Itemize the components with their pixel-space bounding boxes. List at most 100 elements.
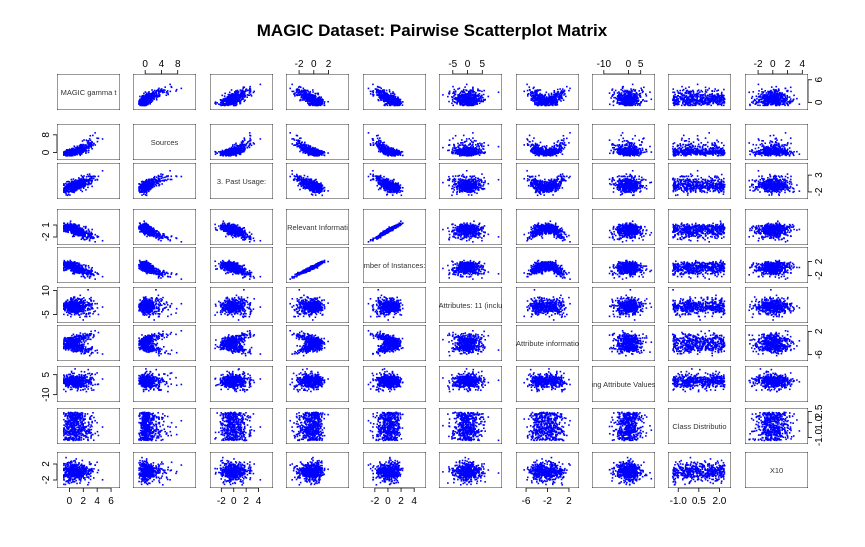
scatter-point: [391, 103, 393, 106]
scatter-point: [477, 93, 480, 96]
scatter-point: [309, 98, 312, 100]
scatter-point: [448, 92, 451, 94]
scatter-point: [242, 86, 245, 88]
scatter-point: [550, 102, 553, 105]
scatter-point: [775, 95, 778, 98]
scatter-point: [681, 101, 684, 104]
scatter-point: [459, 95, 462, 97]
scatter-point: [718, 99, 721, 101]
scatter-point: [162, 90, 164, 93]
scatter-point: [620, 88, 622, 91]
scatter-point: [756, 97, 758, 100]
scatter-point: [759, 95, 762, 97]
scatter-point: [398, 104, 401, 107]
scatter-point: [459, 91, 462, 94]
scatter-point: [382, 90, 384, 93]
scatter-point: [634, 102, 637, 105]
scatter-point: [306, 102, 309, 104]
scatter-point: [677, 98, 680, 100]
scatter-point: [767, 97, 770, 99]
scatter-point: [145, 97, 148, 99]
scatter-point: [710, 97, 713, 100]
scatter-point: [634, 104, 637, 107]
scatter-point: [459, 96, 461, 98]
scatter-point: [242, 98, 245, 100]
scatter-point: [387, 94, 389, 96]
scatter-point: [155, 95, 157, 98]
scatter-point: [774, 100, 777, 103]
scatter-point: [472, 100, 474, 102]
scatter-point: [307, 100, 310, 102]
scatter-point: [151, 99, 154, 102]
scatter-point: [394, 99, 397, 101]
scatter-point: [471, 96, 474, 99]
scatter-point: [674, 96, 676, 98]
scatter-point: [462, 101, 465, 104]
scatter-point: [310, 94, 313, 97]
scatter-point: [310, 93, 313, 96]
scatter-point: [85, 152, 87, 154]
scatter-point: [470, 100, 473, 102]
scatter-point: [454, 91, 457, 93]
scatter-point: [157, 95, 160, 98]
scatter-point: [708, 87, 710, 90]
scatter-point: [624, 99, 627, 102]
scatter-point: [783, 94, 786, 97]
scatter-point: [767, 95, 770, 98]
scatter-point: [779, 95, 781, 98]
scatter-point: [299, 98, 302, 101]
scatter-point: [232, 102, 235, 105]
scatter-point: [621, 89, 624, 92]
scatter-point: [301, 93, 303, 96]
scatter-point: [707, 101, 709, 104]
scatter-point: [162, 91, 164, 94]
scatter-point: [227, 100, 229, 103]
scatter-point: [559, 96, 561, 99]
scatter-point: [541, 96, 544, 99]
scatter-point: [397, 101, 400, 104]
scatter-point: [392, 91, 394, 93]
scatter-point: [608, 92, 611, 94]
scatter-point: [298, 85, 301, 88]
scatter-point: [141, 97, 143, 100]
scatter-point: [141, 94, 144, 97]
scatter-point: [613, 96, 615, 99]
scatter-point: [767, 100, 769, 103]
scatter-point: [636, 93, 638, 95]
scatter-point: [321, 98, 323, 100]
scatter-point: [707, 102, 709, 105]
scatter-point: [712, 101, 715, 103]
scatter-point: [723, 94, 725, 97]
scatter-point: [718, 96, 720, 98]
scatter-point: [766, 95, 769, 98]
scatter-point: [317, 92, 320, 95]
scatter-point: [468, 104, 470, 107]
scatter-point: [309, 99, 311, 102]
scatter-point: [633, 95, 635, 97]
scatter-point: [784, 97, 787, 100]
scatter-point: [156, 96, 159, 98]
scatter-point: [623, 103, 626, 106]
scatter-point: [530, 94, 532, 97]
scatter-point: [778, 104, 781, 106]
scatter-point: [475, 100, 477, 102]
scatter-point: [707, 103, 709, 106]
scatter-point: [313, 103, 316, 106]
scatter-point: [300, 86, 302, 89]
scatter-point: [774, 99, 777, 101]
scatter-point: [149, 98, 152, 101]
scatter-point: [473, 91, 476, 93]
scatter-point: [65, 151, 68, 154]
scatter-point: [779, 97, 782, 99]
scatter-point: [645, 95, 648, 97]
scatter-point: [784, 99, 786, 101]
scatter-point: [784, 100, 786, 103]
scatter-point: [703, 103, 705, 105]
scatter-point: [554, 97, 557, 100]
scatter-point: [235, 89, 237, 92]
scatter-point: [459, 97, 461, 100]
scatter-point: [782, 103, 785, 106]
scatter-point: [465, 101, 468, 104]
scatter-point: [682, 95, 684, 97]
